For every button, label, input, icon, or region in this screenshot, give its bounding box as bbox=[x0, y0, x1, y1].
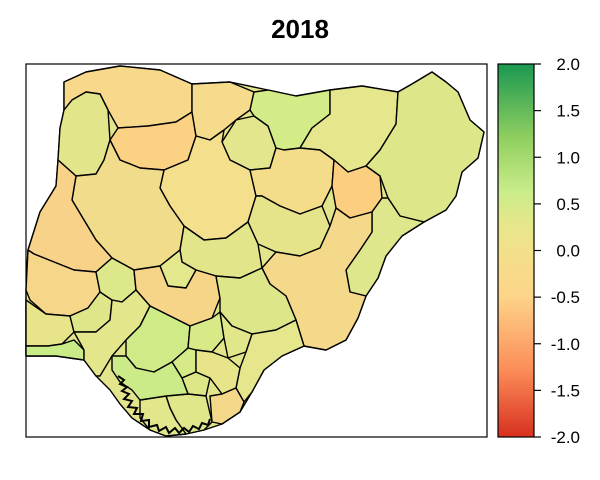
colorbar-tick-label: 1.5 bbox=[556, 102, 580, 121]
colorbar-tick-label: -1.0 bbox=[551, 335, 580, 354]
colorbar-ticks: 2.0 1.5 1.0 0.5 0.0 -0.5 -1.0 -1.5 -2.0 bbox=[534, 55, 580, 447]
state-delta bbox=[111, 355, 189, 401]
coastline-creeks bbox=[117, 375, 211, 435]
colorbar-tick-label: 2.0 bbox=[556, 55, 580, 74]
state-katsina bbox=[191, 81, 255, 141]
plot-frame bbox=[25, 63, 488, 438]
colorbar-tick-label: -1.5 bbox=[551, 381, 580, 400]
colorbar-tick-label: -2.0 bbox=[551, 428, 580, 447]
colorbar-tick-label: 0.5 bbox=[556, 195, 580, 214]
state-plateau bbox=[247, 195, 331, 257]
map-title: 2018 bbox=[271, 14, 329, 44]
colorbar-tick-label: 1.0 bbox=[556, 148, 580, 167]
colorbar-tick-label: -0.5 bbox=[551, 288, 580, 307]
state-akwa-ibom bbox=[209, 387, 245, 425]
colorbar bbox=[497, 63, 535, 438]
colorbar-tick-label: 0.0 bbox=[556, 242, 580, 261]
state-cross-river bbox=[235, 319, 305, 403]
